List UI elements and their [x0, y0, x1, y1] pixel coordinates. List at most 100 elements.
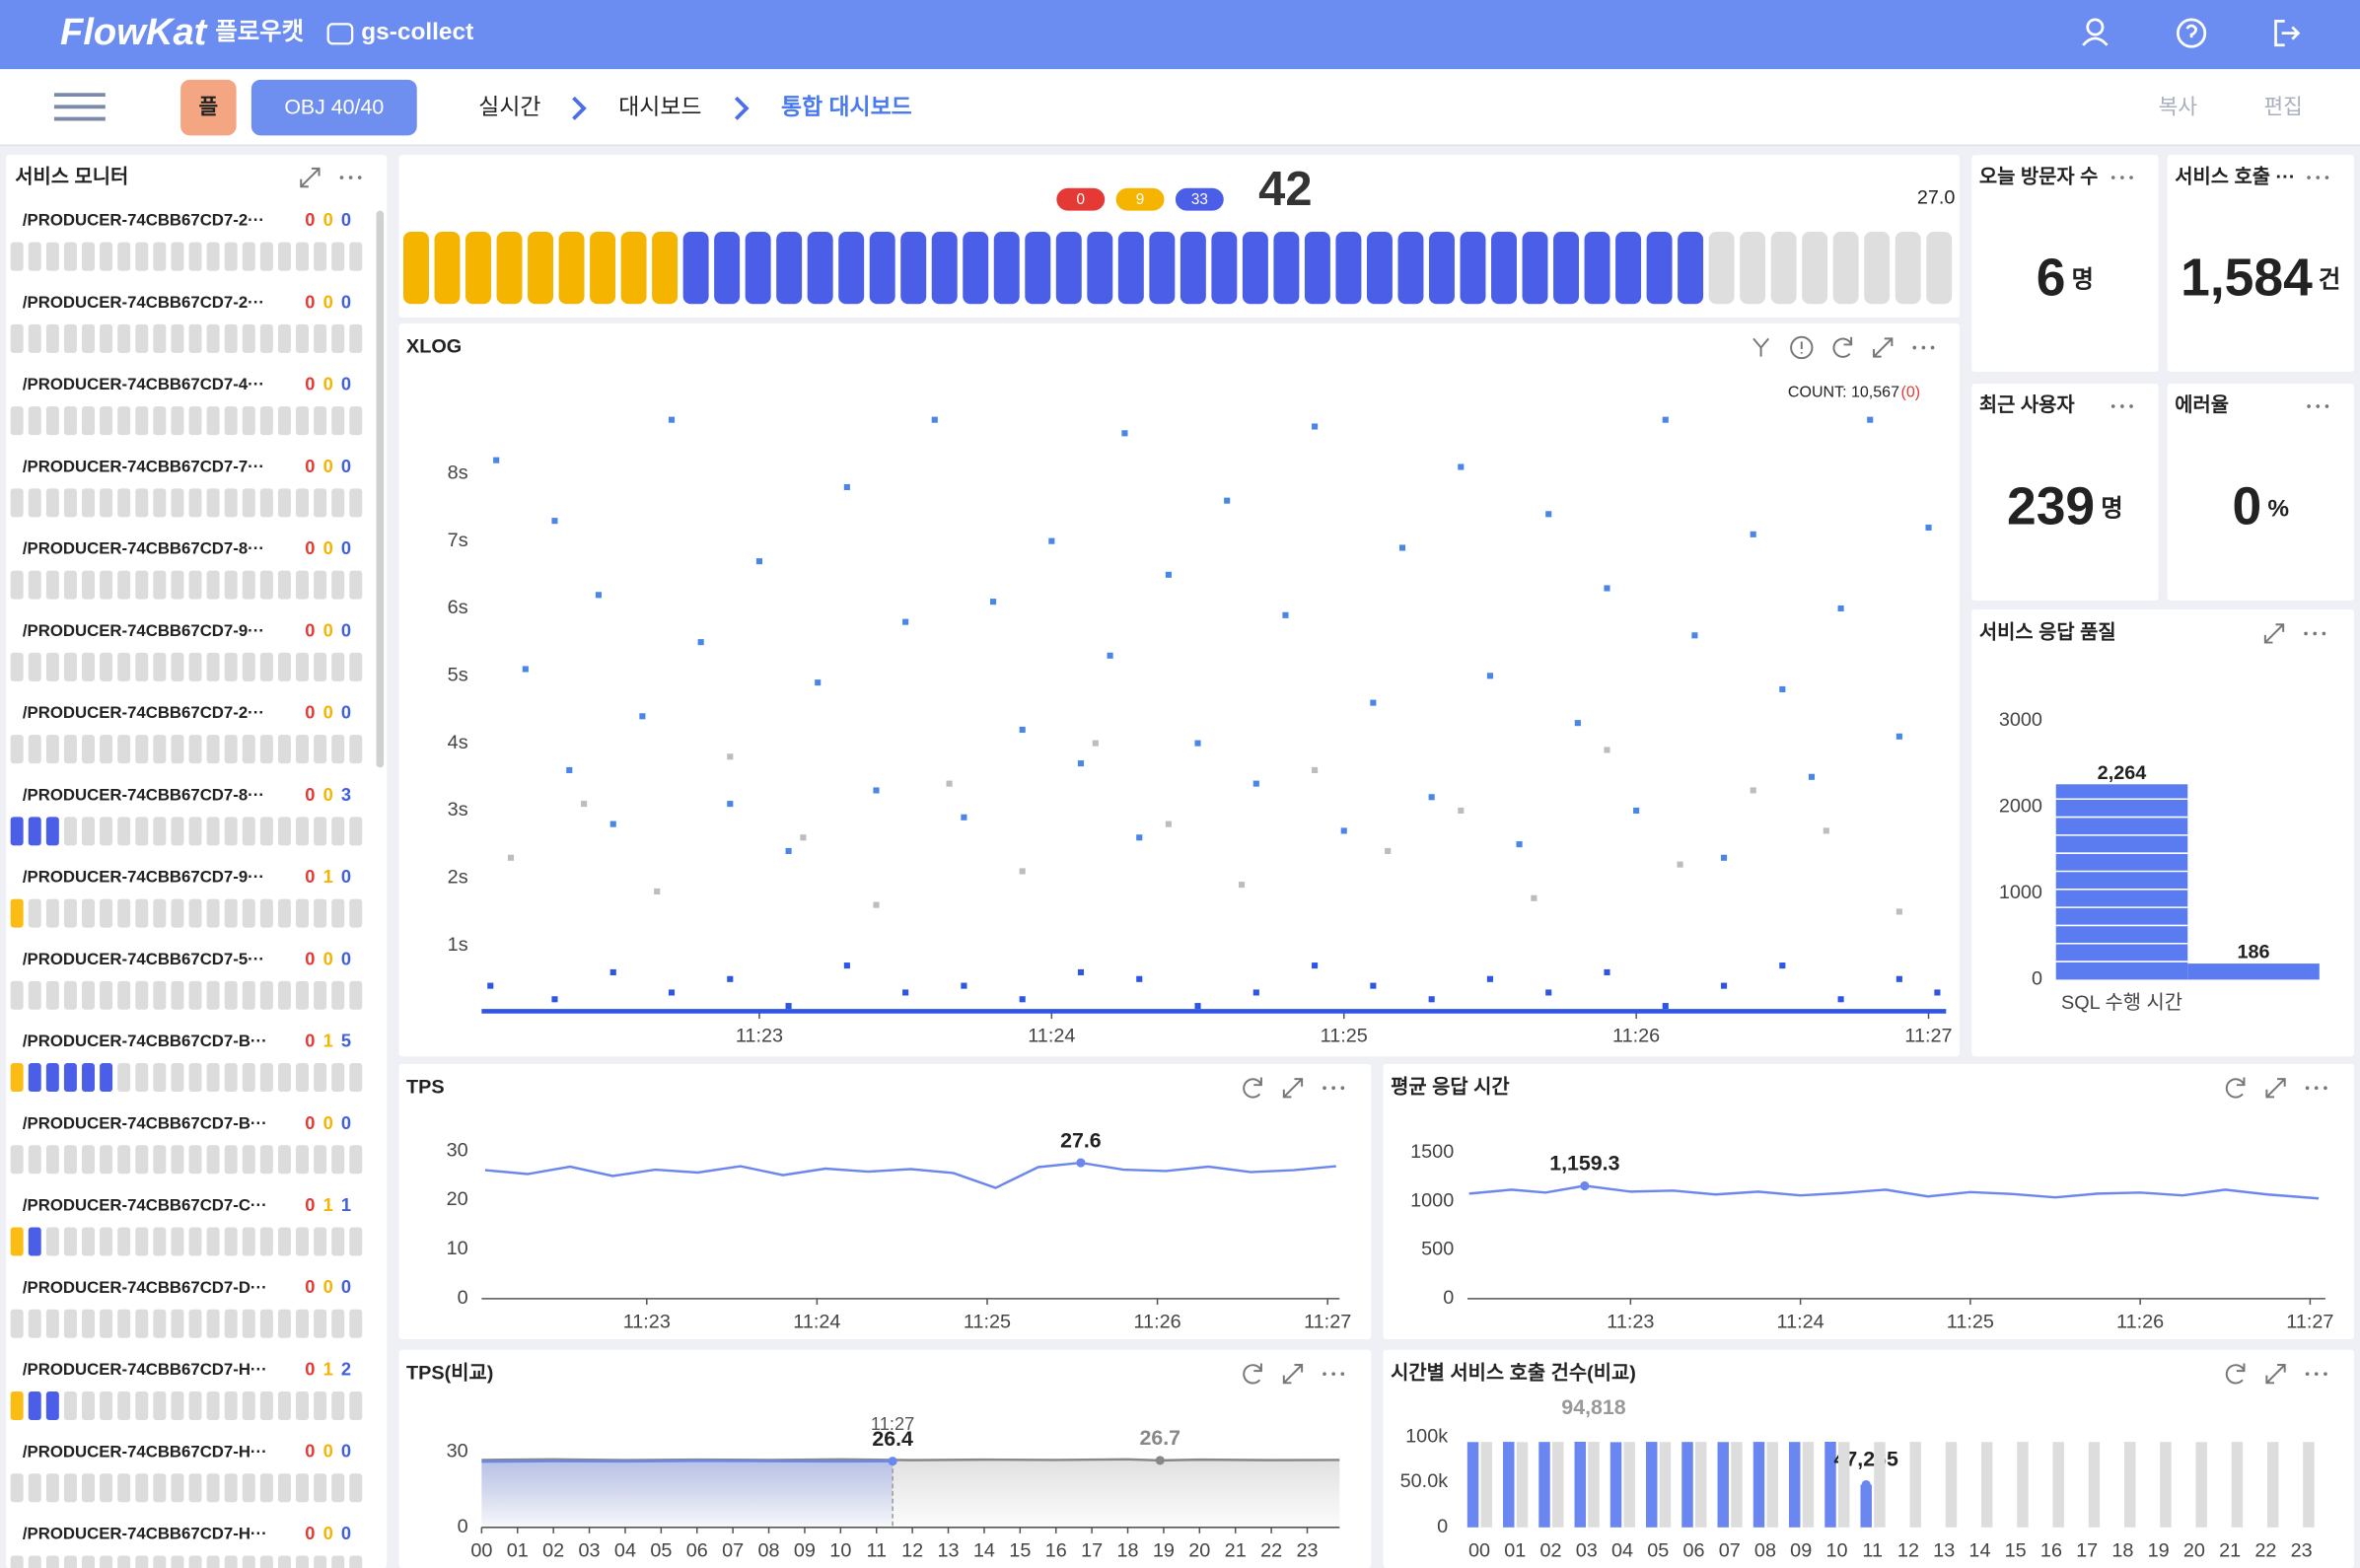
icon-more[interactable] [339, 176, 362, 179]
hamburger[interactable] [53, 93, 106, 121]
xlog-errors: (0) [1901, 383, 1921, 400]
badge-button[interactable] [180, 79, 237, 136]
icon-more[interactable] [1912, 345, 1935, 350]
empty-slot [296, 1227, 310, 1256]
breadcrumb: 대시보드 [618, 94, 701, 119]
empty-slot [100, 1391, 113, 1421]
icon-refresh[interactable] [1243, 1077, 1262, 1099]
icon-refresh[interactable] [2225, 1363, 2246, 1385]
breadcrumb-chevrons [572, 96, 750, 120]
empty-slot [331, 898, 345, 928]
empty-slot [45, 1309, 59, 1338]
x-tick-label: 11:23 [1607, 1312, 1654, 1333]
empty-slot [277, 1309, 291, 1338]
empty-slot [206, 1063, 220, 1093]
xlog-point [785, 847, 792, 855]
empty-slot [224, 406, 238, 436]
icon-more[interactable] [2110, 404, 2133, 408]
empty-slot [10, 323, 24, 353]
empty-slot [45, 1555, 59, 1568]
summary-slot [1273, 231, 1300, 305]
bar [1789, 1442, 1801, 1528]
empty-slot [28, 323, 41, 353]
empty-slot [28, 980, 41, 1010]
panel-title: 평균 응답 시간 [1391, 1076, 1509, 1098]
empty-slot [296, 1555, 310, 1568]
empty-slot [153, 242, 167, 271]
xlog-point [609, 820, 616, 827]
service-slot [10, 898, 24, 928]
empty-slot [135, 817, 149, 846]
empty-slot [259, 898, 273, 928]
icon-expand[interactable] [2263, 623, 2285, 644]
bar [2187, 963, 2320, 980]
icon-more[interactable] [2307, 404, 2329, 408]
icon-expand[interactable] [1873, 337, 1894, 358]
y-tick-label: 6s [448, 597, 468, 618]
icon-refresh[interactable] [1243, 1363, 1262, 1385]
empty-slot [45, 1473, 59, 1503]
x-tick-label: 05 [1647, 1539, 1669, 1561]
icon-expand[interactable] [2265, 1364, 2286, 1385]
icon-expand[interactable] [2265, 1078, 2286, 1099]
xlog-point [1691, 632, 1698, 639]
service-count: 0 [323, 209, 333, 230]
icon-refresh[interactable] [2225, 1077, 2246, 1099]
empty-slot [296, 817, 310, 846]
icon-more[interactable] [2304, 631, 2326, 636]
header-icons[interactable] [2082, 18, 2301, 48]
empty-slot [135, 242, 149, 271]
annotation-dot [888, 1457, 897, 1466]
icon-filter[interactable] [1752, 337, 1769, 357]
xlog-point [1312, 766, 1319, 774]
empty-slot [206, 980, 220, 1010]
x-tick-label: 01 [1504, 1539, 1526, 1561]
empty-slot [206, 1145, 220, 1175]
icon-expand[interactable] [1282, 1364, 1304, 1385]
icon-refresh[interactable] [1832, 336, 1853, 358]
empty-slot [331, 1309, 345, 1338]
bar [2088, 1442, 2101, 1528]
annotation-time: 11:27 [871, 1413, 914, 1434]
empty-slot [100, 1227, 113, 1256]
icon-more[interactable] [1323, 1372, 1345, 1376]
y-tick-label: 1000 [1999, 882, 2042, 903]
empty-slot [296, 652, 310, 681]
obj-button[interactable] [250, 79, 417, 136]
summary-slot [1117, 231, 1144, 305]
service-name: /PRODUCER-74CBB67CD7-7··· [23, 457, 264, 475]
icon-expand[interactable] [1282, 1078, 1304, 1099]
icon-more[interactable] [2110, 176, 2133, 179]
x-tick-label: 08 [1754, 1539, 1776, 1561]
empty-slot [188, 242, 202, 271]
empty-slot [296, 570, 310, 600]
x-tick-label: 00 [1468, 1539, 1490, 1561]
empty-slot [314, 488, 327, 518]
empty-slot [242, 1309, 255, 1338]
dot [1331, 1372, 1335, 1376]
empty-slot [349, 1309, 363, 1338]
annotation: 26.7 [1139, 1426, 1180, 1450]
x-tick-label: 06 [1682, 1539, 1704, 1561]
xlog-point [1019, 996, 1026, 1003]
y-tick-label: 500 [1421, 1239, 1454, 1260]
icon-alert[interactable] [1790, 335, 1814, 360]
bar [1909, 1442, 1921, 1528]
icon-more[interactable] [2305, 1086, 2327, 1091]
bar [1731, 1442, 1743, 1528]
line [484, 1161, 1336, 1189]
y-tick-label: 30 [447, 1441, 468, 1462]
service-name: /PRODUCER-74CBB67CD7-9··· [23, 868, 264, 887]
shape [1752, 337, 1769, 357]
icon-more[interactable] [2307, 176, 2329, 179]
icon-more[interactable] [1323, 1086, 1345, 1091]
empty-slot [117, 1473, 131, 1503]
icon-more[interactable] [2305, 1372, 2327, 1376]
summary-slot [1615, 231, 1642, 305]
empty-slot [188, 1309, 202, 1338]
empty-slot [63, 980, 77, 1010]
icon-expand[interactable] [300, 167, 321, 188]
service-count: 0 [305, 702, 315, 723]
xlog-point [1121, 430, 1128, 437]
